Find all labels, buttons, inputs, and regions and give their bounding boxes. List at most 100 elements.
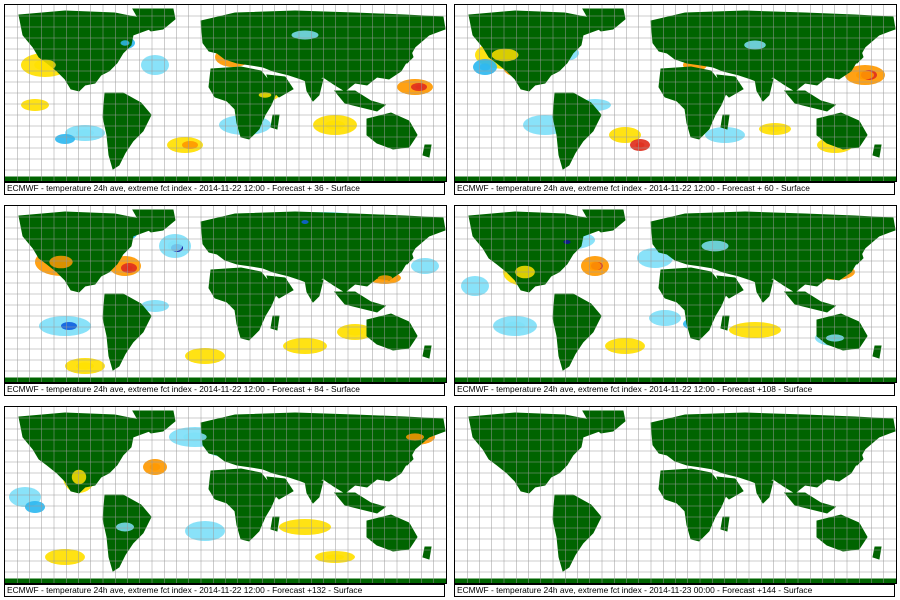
landmass-britain	[204, 233, 214, 247]
landmass-africa	[658, 66, 728, 140]
anomaly-land-layer	[479, 40, 874, 148]
landmass-japan	[402, 44, 414, 64]
world-map	[4, 205, 447, 383]
anomaly-area	[61, 322, 77, 330]
landmass-africa	[658, 468, 728, 542]
landmass-japan	[852, 446, 864, 466]
anomaly-area	[588, 261, 602, 271]
landmass-japan	[852, 44, 864, 64]
landmass-newZealand	[872, 345, 882, 359]
world-map	[454, 406, 897, 584]
anomaly-area	[635, 142, 645, 148]
anomaly-area	[76, 129, 94, 137]
landmass-india	[304, 279, 324, 303]
map-panel-f144: ECMWF - temperature 24h ave, extreme fct…	[452, 404, 897, 597]
anomaly-area	[149, 463, 161, 471]
landmass-britain	[654, 434, 664, 448]
anomaly-area	[185, 521, 225, 541]
anomaly-area	[411, 258, 439, 274]
anomaly-area	[479, 63, 491, 71]
anomaly-area	[609, 127, 641, 143]
anomaly-area	[563, 240, 571, 244]
anomaly-area	[182, 141, 198, 149]
landmass-newZealand	[422, 345, 432, 359]
map-panel-f108: ECMWF - temperature 24h ave, extreme fct…	[452, 203, 897, 396]
landmass-britain	[204, 32, 214, 46]
landmass-madagascar	[270, 114, 280, 130]
landmass-india	[754, 279, 774, 303]
map-caption: ECMWF - temperature 24h ave, extreme fct…	[454, 182, 895, 195]
anomaly-area	[301, 220, 309, 224]
anomaly-area	[705, 127, 745, 143]
landmass-madagascar	[720, 516, 730, 532]
anomaly-area	[71, 469, 87, 485]
anomaly-area	[116, 522, 134, 532]
landmass-newZealand	[872, 144, 882, 158]
anomaly-area	[125, 265, 133, 271]
anomaly-area	[141, 55, 169, 75]
anomaly-area	[45, 549, 85, 565]
landmass-newZealand	[422, 546, 432, 560]
anomaly-area	[856, 70, 874, 80]
anomaly-area	[605, 338, 645, 354]
world-map-svg	[5, 407, 446, 583]
anomaly-area	[21, 99, 49, 111]
landmass-britain	[654, 32, 664, 46]
anomaly-area	[291, 30, 319, 40]
map-caption: ECMWF - temperature 24h ave, extreme fct…	[454, 383, 895, 396]
anomaly-area	[767, 126, 783, 132]
anomaly-area	[505, 321, 525, 331]
landmass-britain	[654, 233, 664, 247]
map-panel-f132: ECMWF - temperature 24h ave, extreme fct…	[2, 404, 447, 597]
landmass-india	[754, 78, 774, 102]
map-caption: ECMWF - temperature 24h ave, extreme fct…	[4, 383, 445, 396]
landmass-newZealand	[872, 546, 882, 560]
landmass-madagascar	[720, 315, 730, 331]
anomaly-area	[55, 134, 75, 144]
anomaly-area	[279, 519, 331, 535]
anomaly-area	[141, 300, 169, 312]
anomaly-area	[167, 240, 183, 252]
map-panel-f60: ECMWF - temperature 24h ave, extreme fct…	[452, 2, 897, 195]
world-map-svg	[455, 407, 896, 583]
graticule	[5, 206, 446, 382]
anomaly-area	[283, 338, 327, 354]
anomaly-area	[346, 328, 364, 336]
anomaly-area	[326, 554, 344, 560]
anomaly-area	[729, 322, 781, 338]
map-panel-f36: ECMWF - temperature 24h ave, extreme fct…	[2, 2, 447, 195]
graticule	[5, 5, 446, 181]
landmass-africa	[208, 468, 278, 542]
landmass-madagascar	[270, 516, 280, 532]
map-caption: ECMWF - temperature 24h ave, extreme fct…	[4, 182, 445, 195]
anomaly-area	[744, 40, 766, 50]
world-map	[4, 4, 447, 182]
world-map-svg	[455, 206, 896, 382]
anomaly-area	[185, 348, 225, 364]
anomaly-area	[325, 120, 345, 130]
anomaly-land-layer	[49, 220, 393, 370]
landmass-africa	[208, 66, 278, 140]
world-map-svg	[5, 206, 446, 382]
anomaly-area	[415, 85, 423, 89]
world-map	[454, 4, 897, 182]
landmass-india	[304, 480, 324, 504]
landmass-japan	[402, 245, 414, 265]
anomaly-area	[76, 362, 94, 370]
anomaly-area	[701, 240, 729, 252]
world-map	[454, 205, 897, 383]
map-caption: ECMWF - temperature 24h ave, extreme fct…	[454, 584, 895, 597]
anomaly-area	[49, 255, 73, 269]
map-panel-f84: ECMWF - temperature 24h ave, extreme fct…	[2, 203, 447, 396]
landmass-madagascar	[720, 114, 730, 130]
anomaly-land-layer	[34, 30, 423, 137]
map-caption: ECMWF - temperature 24h ave, extreme fct…	[4, 584, 445, 597]
world-map	[4, 406, 447, 584]
landmass-newZealand	[422, 144, 432, 158]
anomaly-area	[120, 40, 130, 46]
landmass-madagascar	[270, 315, 280, 331]
landmass-japan	[402, 446, 414, 466]
anomaly-area	[649, 310, 681, 326]
graticule	[455, 407, 896, 583]
